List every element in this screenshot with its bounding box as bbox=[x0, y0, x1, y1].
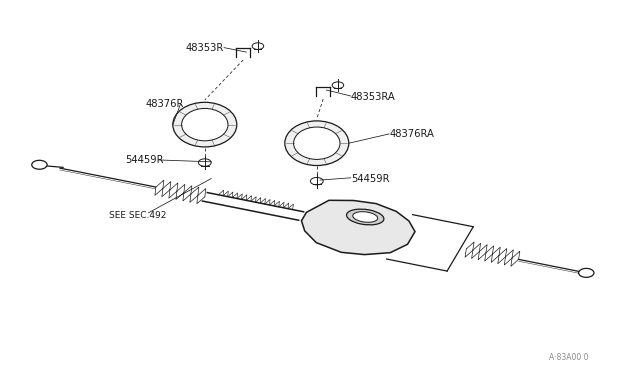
Text: SEE SEC.492: SEE SEC.492 bbox=[109, 211, 166, 220]
Ellipse shape bbox=[346, 209, 384, 225]
Text: A·83A00 0: A·83A00 0 bbox=[549, 353, 589, 362]
Ellipse shape bbox=[182, 108, 228, 141]
Circle shape bbox=[579, 269, 594, 278]
Text: 54459R: 54459R bbox=[351, 174, 389, 183]
Text: 48376R: 48376R bbox=[146, 99, 184, 109]
Text: 48376RA: 48376RA bbox=[389, 129, 434, 139]
Circle shape bbox=[252, 43, 264, 49]
Ellipse shape bbox=[173, 102, 237, 147]
Ellipse shape bbox=[294, 127, 340, 159]
Ellipse shape bbox=[353, 212, 378, 222]
Polygon shape bbox=[301, 200, 415, 254]
Circle shape bbox=[32, 160, 47, 169]
Circle shape bbox=[332, 82, 344, 89]
Ellipse shape bbox=[285, 121, 349, 166]
Text: 48353RA: 48353RA bbox=[351, 92, 396, 102]
Text: 48353R: 48353R bbox=[186, 44, 224, 53]
Text: 54459R: 54459R bbox=[125, 155, 163, 165]
Circle shape bbox=[310, 177, 323, 185]
Circle shape bbox=[198, 159, 211, 166]
